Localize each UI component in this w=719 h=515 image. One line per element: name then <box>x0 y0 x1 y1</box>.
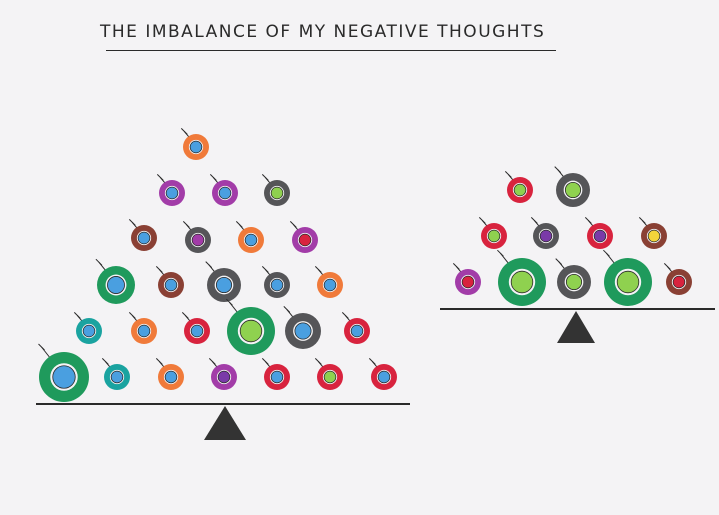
left-thought-12 <box>261 266 290 298</box>
left-thought-10 <box>155 266 184 298</box>
left-thought-25 <box>314 358 343 390</box>
right-thought-10 <box>603 249 652 306</box>
left-thought-7 <box>235 221 264 253</box>
left-thought-11 <box>205 261 241 302</box>
right-thought-2 <box>554 166 590 207</box>
left-thought-9 <box>95 258 135 304</box>
left-thought-21 <box>101 358 130 390</box>
left-thought-8 <box>289 221 318 253</box>
left-thought-13 <box>314 266 343 298</box>
left-thought-pile <box>38 128 397 402</box>
left-thought-3 <box>209 174 238 206</box>
right-thought-3 <box>478 217 507 249</box>
left-fulcrum <box>204 406 246 440</box>
left-thought-15 <box>128 312 157 344</box>
title-underline <box>106 50 556 51</box>
left-thought-17 <box>226 298 275 355</box>
page-title: THE IMBALANCE OF MY NEGATIVE THOUGHTS <box>100 22 546 42</box>
left-thought-24 <box>261 358 290 390</box>
right-thought-1 <box>504 171 533 203</box>
left-thought-6 <box>182 221 211 253</box>
left-thought-16 <box>181 312 210 344</box>
right-thought-9 <box>555 258 591 299</box>
left-thought-26 <box>368 358 397 390</box>
left-thought-5 <box>128 219 157 251</box>
left-thought-20 <box>38 343 89 402</box>
right-thought-4 <box>530 217 559 249</box>
left-thought-1 <box>180 128 209 160</box>
right-thought-11 <box>663 263 692 295</box>
left-thought-14 <box>73 312 102 344</box>
right-thought-pile <box>452 166 692 306</box>
left-thought-4 <box>261 174 290 206</box>
right-thought-7 <box>452 263 481 295</box>
right-thought-6 <box>638 217 667 249</box>
left-thought-22 <box>155 358 184 390</box>
right-thought-8 <box>497 249 546 306</box>
right-thought-5 <box>584 217 613 249</box>
left-thought-19 <box>341 312 370 344</box>
right-fulcrum <box>557 311 595 343</box>
left-thought-2 <box>156 174 185 206</box>
left-thought-18 <box>283 306 321 349</box>
left-thought-23 <box>208 358 237 390</box>
